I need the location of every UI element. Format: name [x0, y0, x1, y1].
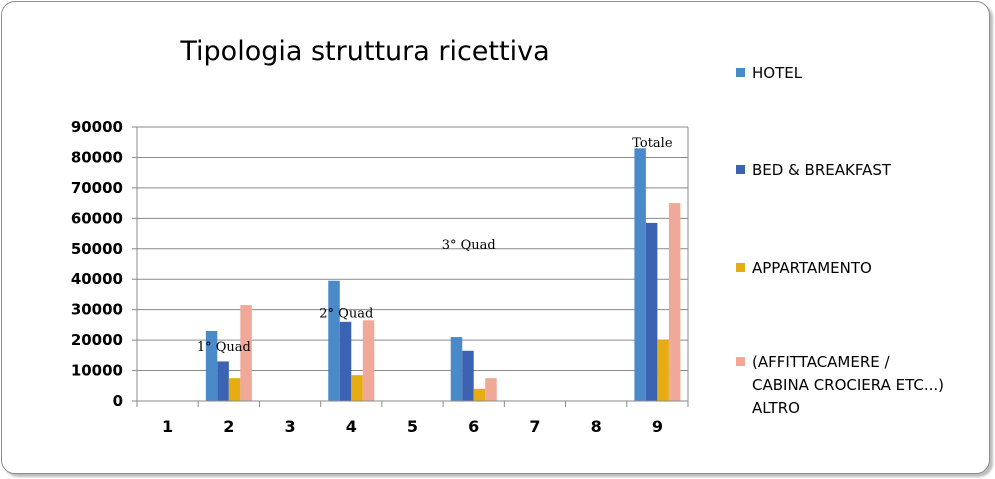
y-tick-label: 20000	[71, 331, 123, 349]
y-tick-label: 10000	[71, 362, 123, 380]
bar-3-6	[473, 388, 486, 401]
x-tick-label: 9	[652, 417, 663, 436]
bar-2-9	[645, 222, 658, 401]
bar-4-4	[362, 320, 375, 401]
x-tick-label: 7	[529, 417, 540, 436]
bar-1-2	[205, 330, 218, 401]
y-axis-ticks: 0 10000 20000 30000 40000 50000 60000 70000 8000…	[71, 118, 123, 410]
legend-label: APPARTAMENTO	[752, 259, 872, 277]
x-tick-label: 1	[162, 417, 173, 436]
bars	[205, 148, 681, 401]
bar-4-9	[668, 203, 681, 401]
x-tick-label: 2	[223, 417, 234, 436]
y-tick-label: 0	[113, 392, 123, 410]
legend-swatch	[736, 68, 745, 77]
x-tick-label: 6	[468, 417, 479, 436]
legend-swatch	[736, 263, 745, 272]
x-tick-label: 8	[591, 417, 602, 436]
bar-4-2	[240, 305, 252, 401]
gridlines	[137, 126, 688, 372]
annotation-label: 2° Quad	[319, 307, 373, 322]
legend-label: HOTEL	[752, 64, 803, 82]
legend-label: BED & BREAKFAST	[752, 161, 892, 179]
y-tick-label: 30000	[71, 301, 123, 319]
legend-label: (AFFITTACAMERE / CABINA CROCIERA ETC...) A…	[752, 353, 944, 417]
bar-2-2	[217, 361, 229, 401]
bar-1-6	[450, 337, 463, 401]
legend-swatch	[736, 165, 745, 174]
bar-3-4	[351, 375, 363, 401]
x-axis-ticks: 1 2 3 4 5 6 7 8 9	[162, 417, 663, 436]
bar-1-4	[328, 280, 340, 401]
annotations: 1° Quad 2° Quad 3° Quad Totale	[197, 136, 673, 355]
y-tick-label: 40000	[71, 270, 123, 288]
annotation-label: 3° Quad	[442, 238, 496, 253]
bar-4-6	[485, 378, 497, 401]
legend-swatch	[736, 357, 745, 366]
x-tick-label: 5	[407, 417, 418, 436]
annotation-label: Totale	[632, 136, 673, 151]
y-tick-label: 90000	[71, 118, 123, 136]
legend: HOTEL BED & BREAKFAST APPARTAMENTO (AFFITTA…	[736, 64, 944, 417]
y-tick-label: 50000	[71, 240, 123, 258]
y-tick-label: 70000	[71, 179, 123, 197]
bar-3-9	[657, 340, 669, 401]
bar-3-2	[228, 378, 241, 401]
x-tick-label: 3	[284, 417, 295, 436]
bar-2-6	[462, 350, 474, 401]
chart-title: Tipologia struttura ricettiva	[179, 36, 549, 67]
x-tick-label: 4	[346, 417, 357, 436]
axes	[132, 126, 689, 407]
y-tick-label: 60000	[71, 209, 123, 227]
y-tick-label: 80000	[71, 148, 123, 166]
annotation-label: 1° Quad	[197, 340, 251, 355]
bar-1-9	[634, 148, 646, 401]
bar-2-4	[339, 321, 352, 401]
